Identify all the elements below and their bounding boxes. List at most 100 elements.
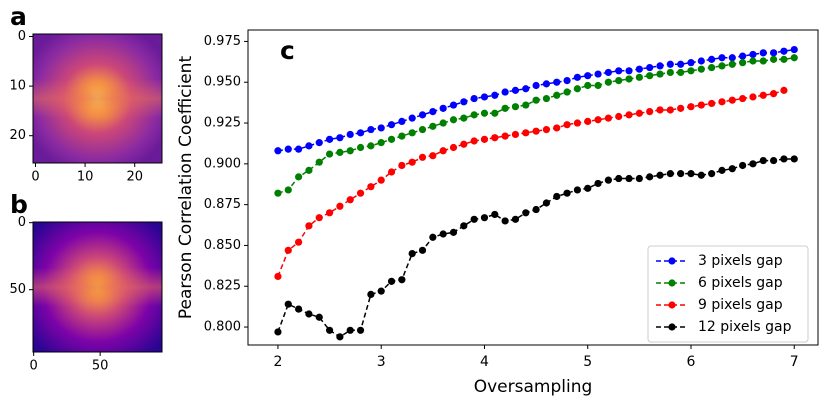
data-point: [460, 98, 468, 106]
data-point: [687, 67, 695, 75]
data-point: [604, 78, 612, 86]
data-point: [532, 96, 540, 104]
data-point: [501, 104, 509, 112]
data-point: [522, 85, 530, 93]
data-point: [594, 179, 602, 188]
data-point: [687, 59, 695, 67]
data-point: [769, 55, 778, 63]
data-point: [429, 122, 437, 130]
data-point: [325, 209, 334, 217]
data-point: [646, 173, 654, 181]
data-point: [356, 326, 365, 334]
data-point: [656, 62, 664, 70]
data-point: [522, 101, 530, 109]
data-point: [615, 112, 623, 121]
data-point: [429, 152, 437, 160]
legend-marker: [668, 323, 676, 331]
data-point: [315, 313, 323, 321]
data-point: [708, 63, 716, 72]
data-point: [480, 109, 489, 117]
data-point: [615, 76, 623, 85]
data-point: [584, 117, 592, 125]
data-point: [594, 116, 602, 124]
legend-marker: [668, 301, 676, 309]
data-point: [398, 161, 406, 170]
data-point: [687, 103, 695, 111]
legend-box: [647, 245, 809, 343]
x-tick-label: 2: [273, 354, 282, 370]
data-point: [460, 140, 468, 148]
data-point: [408, 250, 416, 258]
data-point: [532, 127, 540, 135]
data-point: [553, 124, 561, 132]
data-point: [511, 215, 520, 223]
legend-marker: [668, 257, 676, 265]
data-point: [666, 68, 674, 77]
data-point: [408, 158, 416, 166]
data-point: [470, 137, 478, 145]
data-point: [284, 186, 292, 194]
y-tick-label: 10: [9, 79, 26, 94]
data-point: [749, 50, 757, 59]
data-point: [346, 147, 354, 155]
y-tick-label: 20: [9, 128, 26, 143]
data-point: [356, 143, 365, 152]
data-point: [501, 132, 509, 140]
data-point: [377, 287, 385, 295]
data-point: [542, 94, 551, 103]
legend-marker: [668, 279, 676, 287]
x-tick-label: 50: [92, 359, 109, 374]
axes-frame: [32, 221, 163, 353]
data-point: [305, 166, 313, 174]
data-point: [739, 59, 747, 67]
data-point: [697, 65, 705, 73]
data-point: [325, 150, 334, 158]
data-point: [656, 171, 664, 179]
data-point: [305, 142, 313, 150]
data-point: [573, 73, 582, 81]
data-point: [635, 109, 643, 117]
heatmap-band: [33, 222, 162, 352]
data-point: [625, 111, 633, 119]
data-point: [470, 111, 478, 119]
data-point: [377, 139, 385, 147]
data-point: [780, 86, 788, 94]
data-point: [718, 54, 726, 62]
data-point: [708, 55, 716, 63]
data-point: [677, 60, 685, 68]
y-tick-label: 0: [18, 29, 26, 44]
data-point: [739, 52, 747, 60]
data-point: [604, 176, 612, 184]
axes-frame: [247, 29, 819, 346]
data-point: [759, 91, 767, 99]
data-point: [573, 119, 582, 127]
y-tick-label: 0.900: [204, 156, 241, 171]
data-point: [511, 130, 520, 139]
data-point: [769, 156, 778, 165]
data-point: [408, 129, 416, 137]
y-tick-label: 0.875: [204, 197, 241, 212]
data-point: [687, 170, 695, 178]
data-point: [480, 214, 489, 222]
x-tick-label: 20: [126, 170, 143, 185]
data-point: [315, 139, 323, 147]
data-point: [573, 85, 582, 93]
data-point: [284, 246, 292, 254]
data-point: [728, 165, 736, 173]
data-point: [367, 125, 375, 134]
data-point: [346, 130, 354, 139]
data-point: [697, 171, 705, 179]
data-point: [377, 124, 385, 132]
data-point: [646, 72, 654, 80]
data-point: [449, 101, 458, 109]
data-point: [470, 94, 478, 103]
data-point: [656, 70, 664, 78]
data-point: [759, 57, 767, 65]
data-point: [325, 326, 334, 334]
data-point: [718, 166, 726, 174]
data-point: [625, 67, 633, 75]
data-point: [553, 78, 561, 86]
data-point: [563, 189, 571, 197]
data-point: [718, 98, 726, 106]
data-point: [294, 238, 303, 246]
